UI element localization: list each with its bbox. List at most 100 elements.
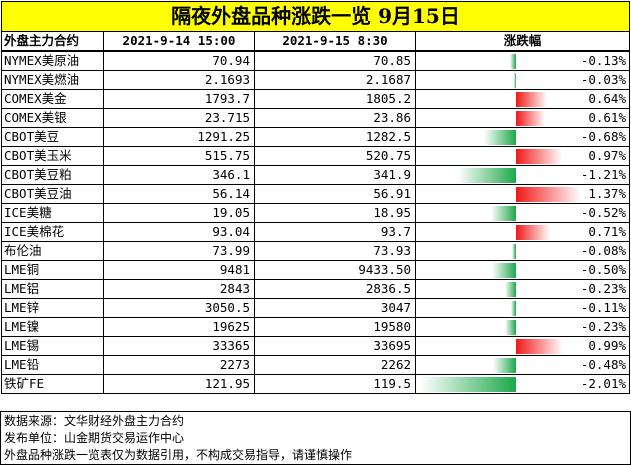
row-change-percent: -0.08% xyxy=(580,243,626,258)
row-change-cell: -0.23% xyxy=(415,317,630,337)
row-change-percent: -0.13% xyxy=(580,53,626,68)
row-cur-price: 33695 xyxy=(254,336,416,356)
row-change-percent: -1.21% xyxy=(580,167,626,182)
row-change-cell: -0.68% xyxy=(415,127,630,147)
footer-disclaimer: 外盘品种涨跌一览表仅为数据引用，不构成交易指导，请谨慎操作 xyxy=(4,448,353,462)
row-prev-price: 2843 xyxy=(103,279,255,299)
footer-publisher: 发布单位：山金期货交易运作中心 xyxy=(4,431,185,445)
row-prev-price: 346.1 xyxy=(103,165,255,185)
row-contract-name: ICE美糖 xyxy=(1,203,104,223)
row-cur-price: 3047 xyxy=(254,298,416,318)
row-change-percent: 0.97% xyxy=(588,148,626,163)
row-change-cell: -1.21% xyxy=(415,165,630,185)
row-cur-price: 2836.5 xyxy=(254,279,416,299)
row-contract-name: ICE美棉花 xyxy=(1,222,104,242)
row-contract-name: COMEX美金 xyxy=(1,89,104,109)
row-change-percent: -0.52% xyxy=(580,205,626,220)
row-cur-price: 2262 xyxy=(254,355,416,375)
row-prev-price: 1793.7 xyxy=(103,89,255,109)
row-change-percent: 0.61% xyxy=(588,110,626,125)
row-contract-name: CBOT美豆油 xyxy=(1,184,104,204)
change-bar-negative xyxy=(505,320,516,335)
row-change-percent: -0.03% xyxy=(580,72,626,87)
row-contract-name: NYMEX美原油 xyxy=(1,51,104,71)
change-bar-negative xyxy=(420,377,516,392)
change-bar-negative xyxy=(514,73,516,88)
row-prev-price: 56.14 xyxy=(103,184,255,204)
row-prev-price: 2273 xyxy=(103,355,255,375)
row-cur-price: 9433.50 xyxy=(254,260,416,280)
row-prev-price: 23.715 xyxy=(103,108,255,128)
row-change-cell: 0.71% xyxy=(415,222,630,242)
row-cur-price: 73.93 xyxy=(254,241,416,261)
row-contract-name: LME锡 xyxy=(1,336,104,356)
change-bar-positive xyxy=(516,225,550,240)
row-contract-name: CBOT美玉米 xyxy=(1,146,104,166)
row-change-percent: -0.50% xyxy=(580,262,626,277)
header-change: 涨跌幅 xyxy=(415,31,630,51)
row-change-percent: 0.71% xyxy=(588,224,626,239)
row-change-percent: -2.01% xyxy=(580,376,626,391)
row-change-cell: -0.11% xyxy=(415,298,630,318)
change-bar-negative xyxy=(512,244,516,259)
row-prev-price: 33365 xyxy=(103,336,255,356)
row-change-cell: 0.99% xyxy=(415,336,630,356)
row-contract-name: CBOT美豆粕 xyxy=(1,165,104,185)
change-bar-positive xyxy=(516,187,582,202)
row-change-cell: -0.50% xyxy=(415,260,630,280)
row-change-percent: -0.68% xyxy=(580,129,626,144)
sheet-title: 隔夜外盘品种涨跌一览 9月15日 xyxy=(1,1,630,32)
row-change-cell: 0.61% xyxy=(415,108,630,128)
row-change-cell: -0.08% xyxy=(415,241,630,261)
row-change-cell: -0.13% xyxy=(415,51,630,71)
row-prev-price: 73.99 xyxy=(103,241,255,261)
row-cur-price: 1805.2 xyxy=(254,89,416,109)
row-contract-name: LME铝 xyxy=(1,279,104,299)
row-prev-price: 19.05 xyxy=(103,203,255,223)
row-prev-price: 2.1693 xyxy=(103,70,255,90)
row-cur-price: 520.75 xyxy=(254,146,416,166)
change-bar-positive xyxy=(516,92,547,107)
change-bar-negative xyxy=(458,168,516,183)
row-contract-name: NYMEX美燃油 xyxy=(1,70,104,90)
row-cur-price: 18.95 xyxy=(254,203,416,223)
row-change-percent: 1.37% xyxy=(588,186,626,201)
row-change-percent: -0.11% xyxy=(580,300,626,315)
row-contract-name: LME锌 xyxy=(1,298,104,318)
row-contract-name: LME镍 xyxy=(1,317,104,337)
row-prev-price: 515.75 xyxy=(103,146,255,166)
footer-source: 数据来源：文华财经外盘主力合约 xyxy=(4,414,185,428)
change-bar-negative xyxy=(493,358,516,373)
row-cur-price: 2.1687 xyxy=(254,70,416,90)
row-contract-name: LME铅 xyxy=(1,355,104,375)
row-prev-price: 70.94 xyxy=(103,51,255,71)
row-contract-name: LME铜 xyxy=(1,260,104,280)
row-prev-price: 93.04 xyxy=(103,222,255,242)
row-contract-name: CBOT美豆 xyxy=(1,127,104,147)
row-change-cell: 1.37% xyxy=(415,184,630,204)
row-prev-price: 9481 xyxy=(103,260,255,280)
row-prev-price: 121.95 xyxy=(103,374,255,394)
change-bar-positive xyxy=(516,111,546,126)
row-change-cell: -0.52% xyxy=(415,203,630,223)
row-prev-price: 1291.25 xyxy=(103,127,255,147)
row-cur-price: 1282.5 xyxy=(254,127,416,147)
row-change-cell: -0.48% xyxy=(415,355,630,375)
row-cur-price: 93.7 xyxy=(254,222,416,242)
header-prev-time: 2021-9-14 15:00 xyxy=(103,31,255,51)
row-prev-price: 19625 xyxy=(103,317,255,337)
change-bar-negative xyxy=(491,206,516,221)
row-change-percent: 0.64% xyxy=(588,91,626,106)
header-cur-time: 2021-9-15 8:30 xyxy=(254,31,416,51)
row-cur-price: 341.9 xyxy=(254,165,416,185)
change-bar-negative xyxy=(509,54,516,69)
row-contract-name: 铁矿FE xyxy=(1,374,104,394)
row-change-cell: -0.03% xyxy=(415,70,630,90)
header-contract: 外盘主力合约 xyxy=(1,31,104,51)
row-cur-price: 70.85 xyxy=(254,51,416,71)
row-change-cell: 0.64% xyxy=(415,89,630,109)
change-bar-negative xyxy=(505,282,516,297)
row-contract-name: 布伦油 xyxy=(1,241,104,261)
change-bar-negative xyxy=(492,263,516,278)
